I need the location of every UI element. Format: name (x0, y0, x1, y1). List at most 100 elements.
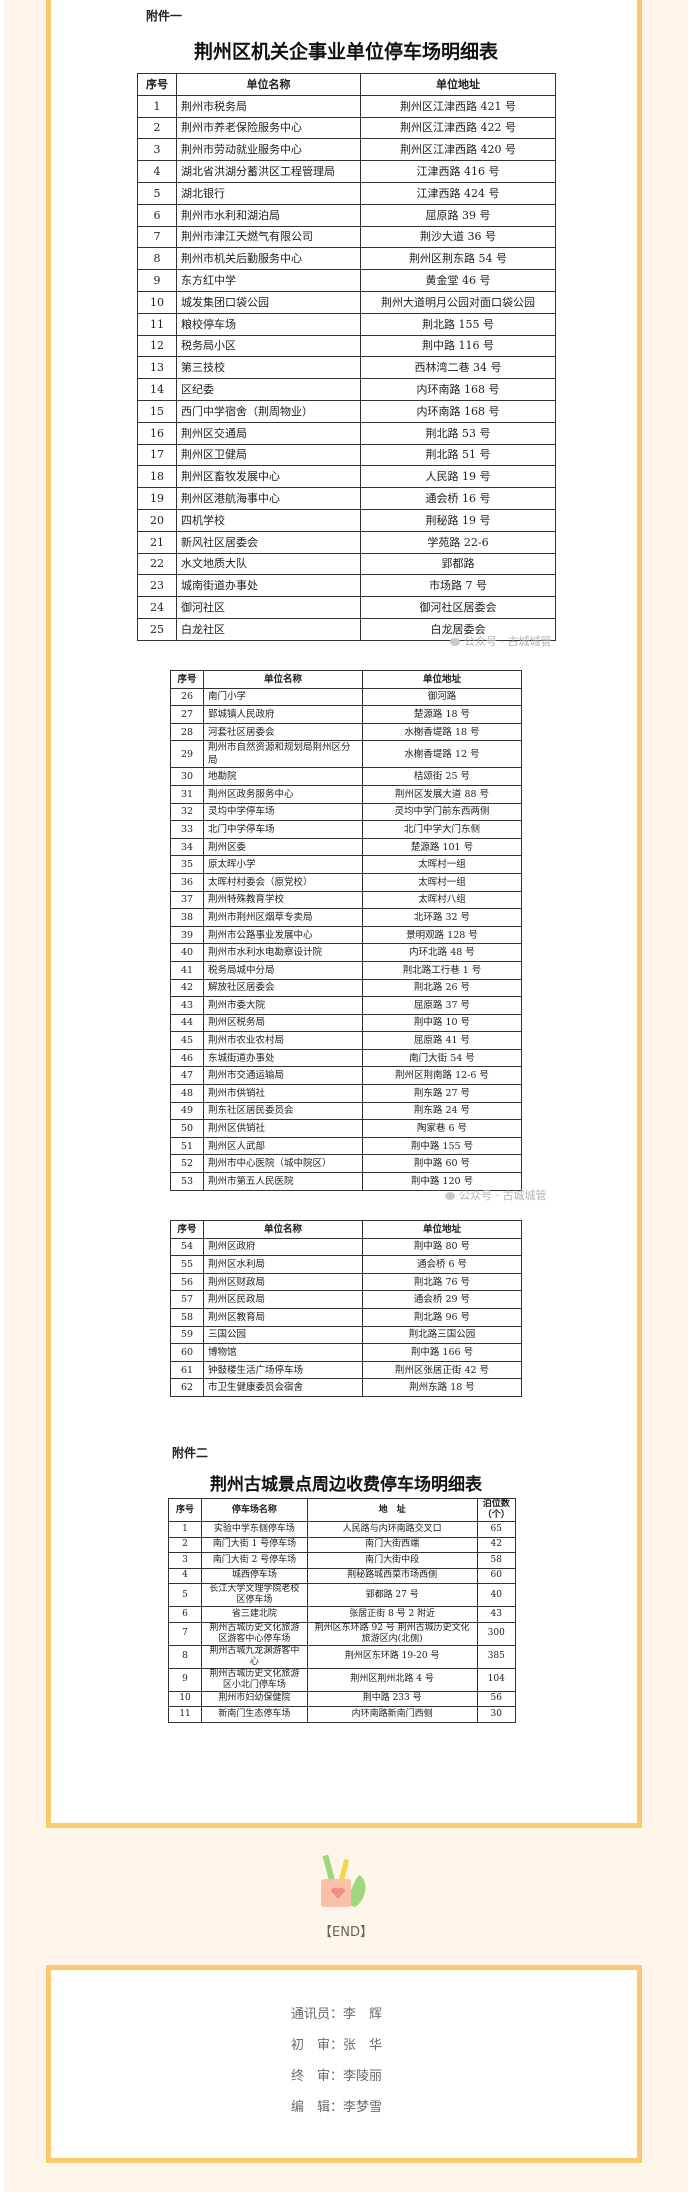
cell-no: 50 (170, 1119, 204, 1138)
cell-addr: 水榭香堤路 12 号 (362, 740, 522, 769)
cell-addr: 景明观路 128 号 (362, 925, 522, 945)
cell-spots: 60 (476, 1567, 517, 1584)
cell-no: 14 (137, 378, 177, 401)
cell-no: 8 (137, 247, 177, 271)
cell-no: 10 (167, 1690, 203, 1707)
table-row: 11 新南门生态停车场 内环南路新南门西侧 30 (167, 1706, 517, 1723)
column-header-addr: 单位地址 (360, 73, 556, 96)
column-header-addr: 单位地址 (362, 1220, 522, 1239)
cell-no: 5 (167, 1583, 203, 1607)
column-header-no: 序号 (137, 73, 177, 96)
cell-addr: 人民路 19 号 (360, 465, 556, 489)
cell-no: 49 (170, 1101, 204, 1121)
column-header-name: 单位名称 (176, 73, 361, 96)
cell-name: 荆州市公路事业发展中心 (203, 925, 363, 945)
cell-name: 荆州古城历史文化旅游区游客中心停车场 (201, 1621, 308, 1646)
cell-addr: 荆中路 120 号 (362, 1172, 522, 1191)
table-row: 18 荆州区畜牧发展中心 人民路 19 号 (137, 465, 556, 489)
cell-addr: 北门中学大门东侧 (362, 820, 522, 839)
table-row: 4 城西停车场 荆秘路城西菜市场西侧 60 (167, 1567, 517, 1584)
cell-name: 博物馆 (203, 1343, 363, 1362)
cell-name: 北门中学停车场 (203, 820, 363, 839)
column-header-name: 单位名称 (203, 670, 363, 689)
cell-no: 41 (170, 960, 204, 980)
table-row: 19 荆州区港航海事中心 通会桥 16 号 (137, 487, 556, 510)
table-row: 60 博物馆 荆中路 166 号 (170, 1343, 522, 1362)
cell-name: 南门大街 2 号停车场 (201, 1552, 308, 1569)
cell-addr: 通会桥 29 号 (362, 1290, 522, 1309)
cell-no: 30 (170, 767, 204, 786)
table-row: 8 荆州古城九龙渊游客中心 荆州区东环路 19-20 号 385 (167, 1644, 517, 1669)
cell-no: 22 (137, 552, 177, 576)
cell-no: 11 (167, 1706, 203, 1723)
table-row: 56 荆州区财政局 荆北路 76 号 (170, 1272, 522, 1292)
cell-addr: 屈原路 41 号 (362, 1031, 522, 1050)
table-row: 2 南门大街 1 号停车场 南门大街西端 42 (167, 1536, 517, 1553)
cell-name: 城西停车场 (201, 1567, 308, 1584)
cell-name: 荆州市第五人民医院 (203, 1172, 363, 1191)
column-header-addr: 地 址 (306, 1498, 478, 1522)
cell-spots: 65 (476, 1521, 517, 1538)
cell-no: 2 (167, 1536, 203, 1553)
cell-no: 17 (137, 443, 177, 467)
cell-addr: 水榭香堤路 18 号 (362, 722, 522, 742)
cell-no: 18 (137, 465, 177, 489)
cell-addr: 张居正街 8 号 2 附近 (306, 1606, 478, 1623)
cell-name: 荆州古城九龙渊游客中心 (201, 1644, 308, 1669)
cell-addr: 白龙居委会 (360, 617, 556, 641)
cell-name: 湖北银行 (176, 181, 361, 205)
cell-no: 60 (170, 1343, 204, 1362)
cell-addr: 荆北路 76 号 (362, 1272, 522, 1292)
cell-no: 16 (137, 421, 177, 445)
cell-no: 54 (170, 1237, 204, 1257)
cell-name: 南门大街 1 号停车场 (201, 1536, 308, 1553)
cell-no: 20 (137, 508, 177, 532)
cell-addr: 北环路 32 号 (362, 908, 522, 927)
table-row: 10 荆州市妇幼保健院 荆中路 233 号 56 (167, 1690, 517, 1707)
cell-addr: 内环南路新南门西侧 (306, 1706, 478, 1723)
cell-addr: 楚源路 101 号 (362, 837, 522, 857)
cell-no: 15 (137, 399, 177, 423)
cell-no: 7 (137, 225, 177, 249)
cell-name: 省三建北院 (201, 1606, 308, 1623)
cell-name: 税务局小区 (176, 334, 361, 358)
cell-name: 荆州区教育局 (203, 1307, 363, 1327)
cell-name: 荆州区港航海事中心 (176, 487, 361, 510)
table-row: 47 荆州市交通运输局 荆州区荆南路 12-6 号 (170, 1066, 522, 1086)
credit-line: 通讯员：李 辉 (291, 2003, 382, 2022)
wechat-icon (450, 638, 460, 646)
table-row: 37 荆州特殊教育学校 太晖村八组 (170, 890, 522, 910)
table-row: 50 荆州区供销社 陶家巷 6 号 (170, 1119, 522, 1138)
cell-name: 荆州市劳动就业服务中心 (176, 138, 361, 162)
cell-addr: 荆中路 60 号 (362, 1154, 522, 1174)
table-row: 53 荆州市第五人民医院 荆中路 120 号 (170, 1172, 522, 1191)
table-row: 1 荆州市税务局 荆州区江津西路 421 号 (137, 94, 556, 118)
cell-no: 1 (137, 94, 177, 118)
cell-name: 荆州市养老保险服务中心 (176, 116, 361, 140)
cell-no: 9 (137, 269, 177, 292)
table-row: 54 荆州区政府 荆中路 80 号 (170, 1237, 522, 1257)
cell-no: 55 (170, 1255, 204, 1274)
cell-addr: 南门大街中段 (306, 1552, 478, 1569)
table-row: 2 荆州市养老保险服务中心 荆州区江津西路 422 号 (137, 116, 556, 140)
watermark: 公众号 · 古城城管 (450, 633, 552, 649)
cell-addr: 荆北路三国公园 (362, 1325, 522, 1345)
cell-addr: 黄金堂 46 号 (360, 269, 556, 292)
parking-table-part-2: 序号 单位名称 单位地址 26 南门小学 御河路 27 郢城镇人民政府 楚源路 18 号 28 河套… (170, 670, 522, 1191)
column-header-name: 停车场名称 (201, 1498, 308, 1522)
cell-addr: 荆中路 116 号 (360, 334, 556, 358)
cell-name: 荆州区卫健局 (176, 443, 361, 467)
cell-no: 43 (170, 996, 204, 1015)
cell-name: 白龙社区 (176, 617, 361, 641)
table-row: 55 荆州区水利局 通会桥 6 号 (170, 1255, 522, 1274)
table-two-title: 荆州古城景点周边收费停车场明细表 (210, 1475, 482, 1495)
cell-addr: 御河路 (362, 687, 522, 707)
cell-name: 荆州区政府 (203, 1237, 363, 1257)
watermark-text: 公众号 · 古城城管 (459, 1189, 547, 1202)
cell-addr: 荆州区江津西路 420 号 (360, 138, 556, 162)
credit-line: 初 审：张 华 (291, 2034, 382, 2053)
cell-name: 荆州区委 (203, 837, 363, 857)
table-row: 1 实验中学东侧停车场 人民路与内环南路交叉口 65 (167, 1521, 517, 1538)
cell-name: 城发集团口袋公园 (176, 290, 361, 314)
column-header-name: 单位名称 (203, 1220, 363, 1239)
